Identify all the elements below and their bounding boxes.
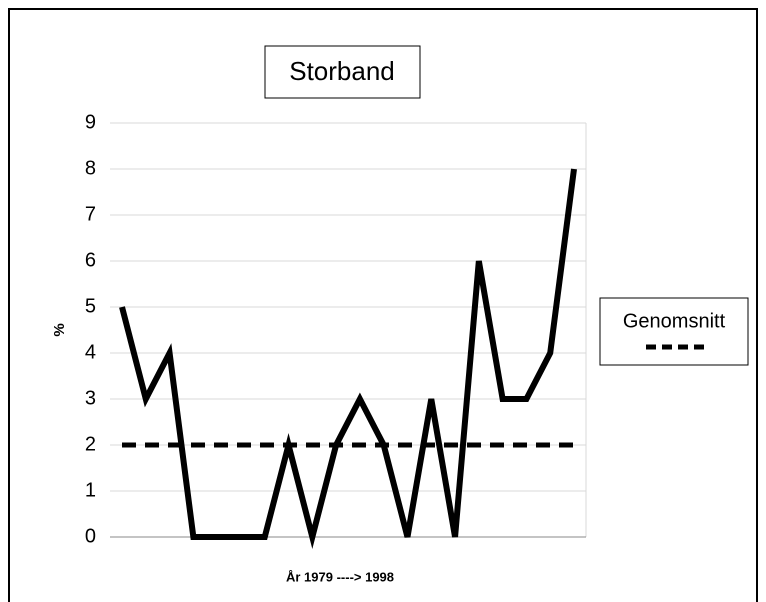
y-tick-label: 9	[85, 111, 96, 133]
y-axis-label: %	[51, 323, 68, 336]
y-tick-label: 5	[85, 295, 96, 317]
y-tick-label: 8	[85, 157, 96, 179]
y-tick-label: 1	[85, 479, 96, 501]
x-axis-label: År 1979 ----> 1998	[286, 569, 394, 584]
y-tick-label: 0	[85, 525, 96, 547]
y-tick-label: 6	[85, 249, 96, 271]
y-tick-label: 7	[85, 203, 96, 225]
chart-title: Storband	[289, 56, 395, 86]
y-tick-label: 3	[85, 387, 96, 409]
legend-box	[599, 297, 749, 366]
title-box	[264, 45, 421, 99]
series-line	[119, 168, 577, 549]
y-tick-label: 2	[85, 433, 96, 455]
legend-label: Genomsnitt	[623, 310, 726, 332]
y-tick-label: 4	[85, 341, 96, 363]
